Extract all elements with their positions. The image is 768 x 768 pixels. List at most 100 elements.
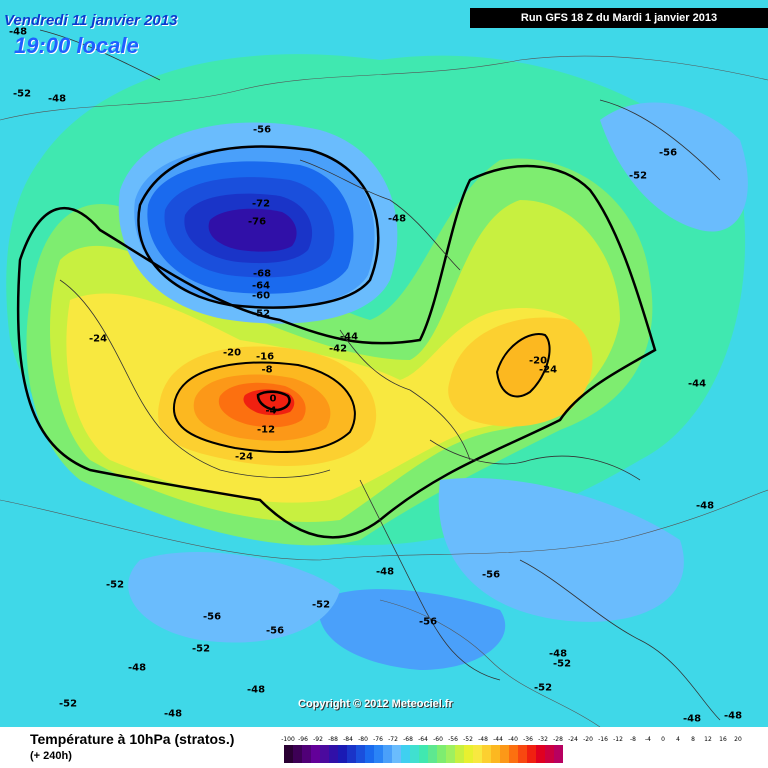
legend-swatch <box>293 745 302 763</box>
vortex-core <box>208 208 297 252</box>
south-cold-zone <box>318 589 506 670</box>
contour-label: -64 <box>251 280 271 292</box>
contour-label: -52 <box>105 579 125 591</box>
legend-tick: -92 <box>313 736 323 743</box>
contour-label: -52 <box>251 308 271 320</box>
contour-label: -72 <box>251 198 271 210</box>
legend-tick: -88 <box>328 736 338 743</box>
contour-label: -56 <box>265 625 285 637</box>
contour-label: -4 <box>265 405 277 417</box>
legend-swatch <box>464 745 473 763</box>
legend-swatch <box>518 745 527 763</box>
legend-tick: -68 <box>403 736 413 743</box>
date-title: Vendredi 11 janvier 2013 <box>4 12 178 29</box>
legend-tick: -60 <box>433 736 443 743</box>
run-info-box: Run GFS 18 Z du Mardi 1 janvier 2013 <box>470 8 768 28</box>
contour-label: -44 <box>687 378 707 390</box>
legend-tick: -76 <box>373 736 383 743</box>
contour-label: -48 <box>682 713 702 725</box>
contour-label: -56 <box>481 569 501 581</box>
legend-swatch <box>284 745 293 763</box>
contour-label: -52 <box>552 658 572 670</box>
contour-label: -52 <box>533 682 553 694</box>
legend-tick: -32 <box>538 736 548 743</box>
legend-swatch <box>509 745 518 763</box>
contour-label: -60 <box>251 290 271 302</box>
legend-swatch <box>527 745 536 763</box>
contour-bold-vortex <box>137 145 380 309</box>
legend-swatch <box>545 745 554 763</box>
legend-tick: -16 <box>598 736 608 743</box>
legend-swatch <box>320 745 329 763</box>
legend-tick: -28 <box>553 736 563 743</box>
contour-label: -48 <box>375 566 395 578</box>
legend-swatch <box>536 745 545 763</box>
legend-tick: -40 <box>508 736 518 743</box>
legend-swatch <box>365 745 374 763</box>
legend-tick: -56 <box>448 736 458 743</box>
legend-tick: -52 <box>463 736 473 743</box>
legend-tick: -100 <box>281 736 295 743</box>
legend-swatch <box>473 745 482 763</box>
legend-title: Température à 10hPa (stratos.) <box>30 731 235 747</box>
legend-tick: 8 <box>691 736 695 743</box>
time-title: 19:00 locale <box>14 33 139 58</box>
legend-swatch <box>311 745 320 763</box>
legend-tick: -12 <box>613 736 623 743</box>
contour-label: -52 <box>628 170 648 182</box>
contour-label: -20 <box>222 347 242 359</box>
contour-label: -48 <box>47 93 67 105</box>
contour-label: -52 <box>311 599 331 611</box>
legend-tick: -80 <box>358 736 368 743</box>
legend-tick: -84 <box>343 736 353 743</box>
coastlines <box>39 29 721 721</box>
contour-label: -48 <box>163 708 183 720</box>
contour-label: -44 <box>339 331 359 343</box>
legend-swatch <box>500 745 509 763</box>
legend-swatch <box>329 745 338 763</box>
legend-ticks: -100 -96 -92 -88 -84 -80 -76 -72 -68 -64 -60 -56 -52… <box>281 736 744 744</box>
legend-swatch <box>455 745 464 763</box>
contour-label: -24 <box>538 364 558 376</box>
contour-label: -48 <box>695 500 715 512</box>
legend-swatch <box>347 745 356 763</box>
contour-label: -12 <box>256 424 276 436</box>
contour-label: -48 <box>8 26 28 38</box>
legend-tick: -96 <box>298 736 308 743</box>
legend-tick: -4 <box>645 736 651 743</box>
legend-swatch <box>437 745 446 763</box>
northeast-cold-zone <box>600 102 748 232</box>
legend-swatch <box>419 745 428 763</box>
legend-swatch <box>338 745 347 763</box>
legend-tick: 4 <box>676 736 680 743</box>
map-fields <box>0 0 768 727</box>
legend-tick: -8 <box>630 736 636 743</box>
legend-subtitle: (+ 240h) <box>30 750 72 762</box>
contour-label: -52 <box>58 698 78 710</box>
legend-swatch <box>401 745 410 763</box>
temperature-map: Vendredi 11 janvier 2013 19:00 locale Ru… <box>0 0 768 727</box>
southwest-cold-zone <box>128 551 340 643</box>
legend-tick: -72 <box>388 736 398 743</box>
thin-contours <box>0 55 768 727</box>
legend-tick: -36 <box>523 736 533 743</box>
contour-label: -20 <box>528 355 548 367</box>
contour-label: -56 <box>658 147 678 159</box>
legend-tick: -48 <box>478 736 488 743</box>
legend-tick: -20 <box>583 736 593 743</box>
legend-swatch <box>554 745 563 763</box>
contour-label: -48 <box>723 710 743 722</box>
contour-label: -48 <box>246 684 266 696</box>
legend-tick: -24 <box>568 736 578 743</box>
contour-label: -56 <box>202 611 222 623</box>
legend-tick: 0 <box>661 736 665 743</box>
contour-label: -76 <box>247 216 267 228</box>
contour-label: -68 <box>252 268 272 280</box>
legend-tick: 16 <box>719 736 727 743</box>
legend-tick: 12 <box>704 736 712 743</box>
contour-label: 0 <box>269 393 277 405</box>
contour-label: -52 <box>12 88 32 100</box>
contour-label: -24 <box>88 333 108 345</box>
legend-swatch <box>446 745 455 763</box>
contour-label: -48 <box>548 648 568 660</box>
